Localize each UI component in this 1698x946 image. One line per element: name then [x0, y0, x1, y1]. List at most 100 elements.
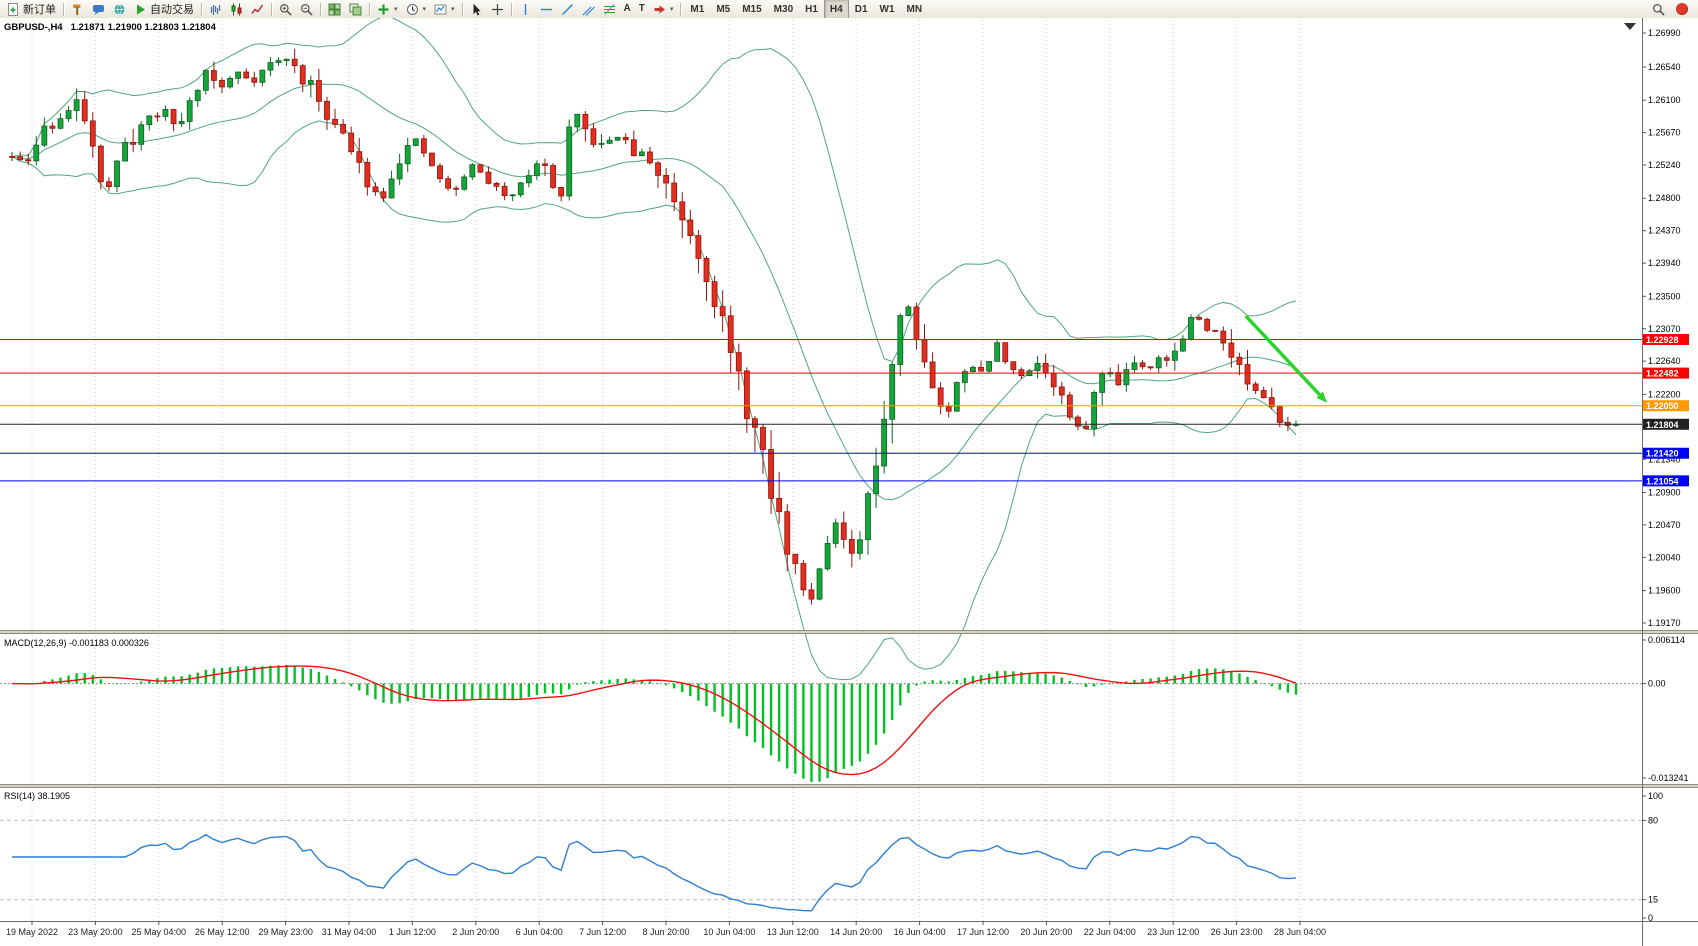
- shapes-button[interactable]: ▾: [649, 0, 678, 19]
- svg-text:1.19170: 1.19170: [1648, 618, 1681, 628]
- price-tag-1.21420[interactable]: 1.21420: [1643, 447, 1689, 459]
- tf-d1-button[interactable]: D1: [849, 0, 874, 19]
- search-button[interactable]: [1648, 0, 1669, 19]
- label-button[interactable]: T: [635, 0, 649, 19]
- fibonacci-button[interactable]: [599, 0, 620, 19]
- metaeditor-button[interactable]: [67, 0, 88, 19]
- rsi-line: [12, 833, 1297, 912]
- toolbar-group-windows: [324, 0, 366, 18]
- svg-text:1 Jun 12:00: 1 Jun 12:00: [389, 927, 436, 937]
- tf-m1-button-label: M1: [690, 3, 705, 15]
- toolbar-group-apps: 自动交易: [67, 0, 198, 18]
- community-button[interactable]: [109, 0, 130, 19]
- cascade-windows-button[interactable]: [345, 0, 366, 19]
- toolbar-separator: [201, 2, 202, 16]
- candlestick-button[interactable]: [226, 0, 247, 19]
- tf-m30-button[interactable]: M30: [768, 0, 799, 19]
- svg-text:31 May 04:00: 31 May 04:00: [322, 927, 377, 937]
- toolbar: 新订单 自动交易 ▾ ▾ ▾ A T ▾ M1 M5 M15 M30 H1 H4 D1 W1 MN: [0, 0, 1698, 19]
- svg-text:1.24800: 1.24800: [1648, 193, 1681, 203]
- trendline-icon: [561, 3, 574, 16]
- periods-button[interactable]: ▾: [402, 0, 431, 19]
- trend-arrow[interactable]: [1244, 314, 1321, 396]
- svg-text:1.23070: 1.23070: [1648, 324, 1681, 334]
- svg-text:1.23940: 1.23940: [1648, 258, 1681, 268]
- chart-background: [0, 18, 1698, 946]
- alert-badge[interactable]: [1676, 3, 1688, 15]
- panel-separator[interactable]: [0, 630, 1698, 634]
- svg-text:23 May 20:00: 23 May 20:00: [68, 927, 123, 937]
- line-chart-button[interactable]: [247, 0, 268, 19]
- svg-text:1.26990: 1.26990: [1648, 28, 1681, 38]
- new-order-icon: [7, 2, 20, 16]
- svg-text:0.00: 0.00: [1648, 679, 1666, 689]
- svg-text:1.20470: 1.20470: [1648, 520, 1681, 530]
- price-tag-1.22928[interactable]: 1.22928: [1643, 333, 1689, 345]
- tile-windows-button[interactable]: [324, 0, 345, 19]
- tf-w1-button[interactable]: W1: [874, 0, 901, 19]
- tf-h4-button[interactable]: H4: [823, 0, 849, 19]
- cursor-button[interactable]: [466, 0, 487, 19]
- svg-text:23 Jun 12:00: 23 Jun 12:00: [1147, 927, 1199, 937]
- svg-text:25 May 04:00: 25 May 04:00: [132, 927, 187, 937]
- trendline-button[interactable]: [557, 0, 578, 19]
- vline-icon: [519, 3, 532, 16]
- svg-text:1.23500: 1.23500: [1648, 291, 1681, 301]
- toolbar-group-timeframes: M1 M5 M15 M30 H1 H4 D1 W1 MN: [684, 0, 929, 19]
- bollinger-lower-band: [11, 120, 1297, 681]
- fibonacci-icon: [603, 3, 616, 16]
- svg-text:1.26540: 1.26540: [1648, 62, 1681, 72]
- time-axis[interactable]: 19 May 2022 23 May 20:00 25 May 04:00 26 Ma…: [6, 921, 1326, 937]
- dropdown-caret-icon: ▾: [422, 6, 427, 13]
- crosshair-button[interactable]: [487, 0, 508, 19]
- svg-text:1.22640: 1.22640: [1648, 356, 1681, 366]
- svg-text:13 Jun 12:00: 13 Jun 12:00: [767, 927, 819, 937]
- autotrading-button[interactable]: 自动交易: [130, 0, 198, 19]
- zoom-in-button[interactable]: [275, 0, 296, 19]
- svg-text:8 Jun 20:00: 8 Jun 20:00: [642, 927, 689, 937]
- tf-h1-button[interactable]: H1: [799, 0, 824, 19]
- periods-icon: [406, 3, 419, 16]
- tf-h4-button-label: H4: [829, 3, 843, 15]
- tf-m30-button-label: M30: [773, 3, 794, 15]
- chat-button[interactable]: [88, 0, 109, 19]
- vertical-line-button[interactable]: [515, 0, 536, 19]
- tf-m5-button[interactable]: M5: [710, 0, 736, 19]
- templates-button[interactable]: ▾: [430, 0, 459, 19]
- price-tag-1.22050[interactable]: 1.22050: [1643, 400, 1689, 412]
- svg-text:19 May 2022: 19 May 2022: [6, 927, 58, 937]
- panel-separator[interactable]: [0, 784, 1698, 788]
- svg-text:1.24370: 1.24370: [1648, 226, 1681, 236]
- bar-chart-button[interactable]: [205, 0, 226, 19]
- text-button[interactable]: A: [620, 0, 635, 19]
- svg-text:0.006114: 0.006114: [1648, 635, 1685, 645]
- price-tag-1.21804[interactable]: 1.21804: [1643, 418, 1689, 430]
- svg-text:14 Jun 20:00: 14 Jun 20:00: [830, 927, 882, 937]
- channel-button[interactable]: [578, 0, 599, 19]
- tf-mn-button[interactable]: MN: [901, 0, 929, 19]
- bollinger-upper-band: [11, 18, 1297, 363]
- tf-m15-button[interactable]: M15: [736, 0, 767, 19]
- new-order-button[interactable]: 新订单: [3, 0, 60, 19]
- svg-text:29 May 23:00: 29 May 23:00: [258, 927, 313, 937]
- chart-shift-marker[interactable]: [1624, 23, 1636, 30]
- channel-icon: [582, 3, 595, 16]
- horizontal-line-button[interactable]: [536, 0, 557, 19]
- chart-area: 1.26990 1.26540 1.26100 1.25670 1.25240 1.248…: [0, 18, 1698, 946]
- tf-w1-button-label: W1: [879, 3, 895, 15]
- svg-text:20 Jun 20:00: 20 Jun 20:00: [1020, 927, 1072, 937]
- toolbar-separator: [271, 2, 272, 16]
- indicators-button[interactable]: ▾: [373, 0, 402, 19]
- tf-m1-button[interactable]: M1: [684, 0, 710, 19]
- price-tag-1.21054[interactable]: 1.21054: [1643, 475, 1689, 487]
- chart-canvas[interactable]: 1.26990 1.26540 1.26100 1.25670 1.25240 1.248…: [0, 18, 1698, 946]
- svg-text:10 Jun 04:00: 10 Jun 04:00: [703, 927, 755, 937]
- zoom-out-icon: [300, 3, 313, 16]
- toolbar-group-trade: 新订单: [3, 0, 60, 18]
- price-tag-1.22482[interactable]: 1.22482: [1643, 367, 1689, 379]
- bar-chart-icon: [209, 3, 222, 16]
- svg-text:0: 0: [1648, 913, 1653, 923]
- price-axis[interactable]: 1.26990 1.26540 1.26100 1.25670 1.25240 1.248…: [1642, 28, 1689, 923]
- zoom-out-button[interactable]: [296, 0, 317, 19]
